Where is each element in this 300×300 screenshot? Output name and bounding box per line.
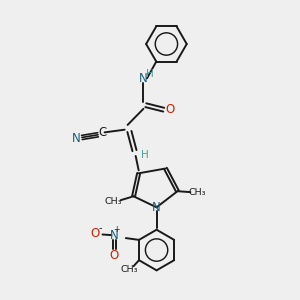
Text: O: O [91, 227, 100, 240]
Text: C: C [98, 127, 106, 140]
Text: O: O [110, 249, 119, 262]
Text: -: - [98, 224, 102, 233]
Text: N: N [72, 132, 80, 145]
Text: +: + [114, 225, 120, 234]
Text: H: H [146, 69, 154, 79]
Text: H: H [141, 150, 148, 160]
Text: CH₃: CH₃ [189, 188, 206, 197]
Text: N: N [110, 229, 119, 242]
Text: N: N [139, 72, 148, 85]
Text: N: N [152, 201, 161, 214]
Text: O: O [166, 103, 175, 116]
Text: CH₃: CH₃ [105, 197, 122, 206]
Text: CH₃: CH₃ [121, 265, 138, 274]
